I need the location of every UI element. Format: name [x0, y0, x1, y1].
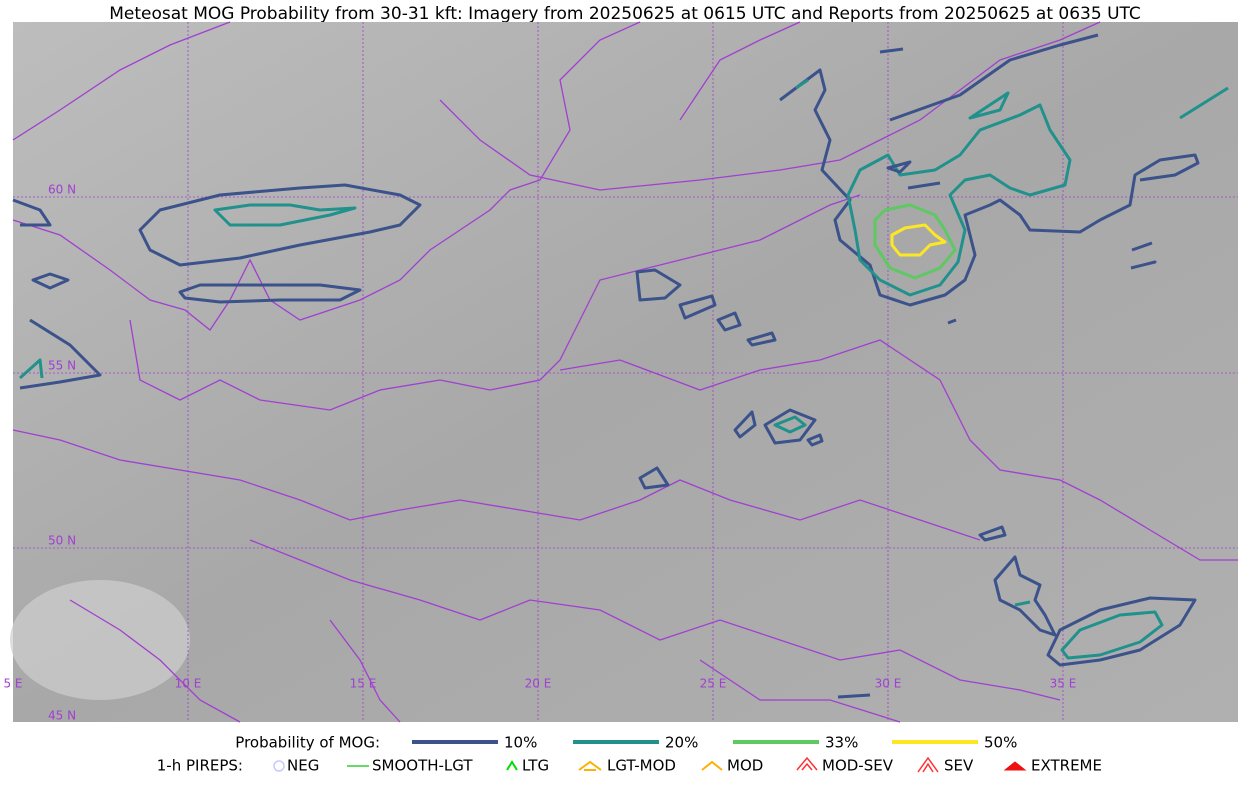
- lon-labels: 5 E 10 E 15 E 20 E 25 E 30 E 35 E: [3, 677, 1076, 691]
- title: Meteosat MOG Probability from 30-31 kft:…: [109, 4, 1141, 24]
- lon-label: 5 E: [3, 677, 22, 691]
- legend-symbol: [273, 760, 285, 772]
- legend-label: LGT-MOD: [607, 757, 676, 775]
- legend-symbol: [506, 760, 518, 771]
- cloud: [10, 580, 190, 700]
- legend-symbol: [1003, 761, 1027, 771]
- legend-label: 50%: [984, 734, 1017, 752]
- lat-label: 55 N: [48, 359, 76, 373]
- legend-label: 10%: [504, 734, 537, 752]
- lon-label: 20 E: [525, 677, 552, 691]
- legend-symbol: [796, 756, 818, 771]
- legend-symbol: [917, 756, 939, 773]
- lat-label: 60 N: [48, 183, 76, 197]
- satellite-image: [13, 22, 1238, 722]
- legend-label: MOD: [727, 757, 763, 775]
- lon-label: 30 E: [875, 677, 902, 691]
- legend-symbol: [578, 760, 602, 771]
- lon-label: 25 E: [700, 677, 727, 691]
- legend-label: SMOOTH-LGT: [372, 757, 473, 775]
- map: 60 N 55 N 50 N 45 N 5 E 10 E 15 E 20 E 25 E 30 E…: [3, 21, 1238, 723]
- legend-symbol: [701, 760, 723, 771]
- legend-label: SEV: [944, 757, 974, 775]
- lat-label: 45 N: [48, 709, 76, 723]
- legend-label: 33%: [825, 734, 858, 752]
- legend-label: NEG: [287, 757, 319, 775]
- legend: Probability of MOG: 1-h PIREPS: 10% 20% 33…: [157, 734, 1102, 775]
- lon-label: 15 E: [350, 677, 377, 691]
- lat-labels: 60 N 55 N 50 N 45 N: [48, 183, 76, 723]
- mog-legend-title: Probability of MOG:: [235, 734, 380, 752]
- contours: [12, 33, 1229, 699]
- lon-label: 35 E: [1050, 677, 1077, 691]
- lat-label: 50 N: [48, 534, 76, 548]
- coastlines: [12, 21, 1238, 723]
- legend-label: MOD-SEV: [822, 757, 894, 775]
- legend-label: LTG: [522, 757, 549, 775]
- legend-label: 20%: [665, 734, 698, 752]
- lon-label: 10 E: [175, 677, 202, 691]
- pirep-legend-title: 1-h PIREPS:: [157, 757, 243, 775]
- legend-label: EXTREME: [1031, 757, 1102, 775]
